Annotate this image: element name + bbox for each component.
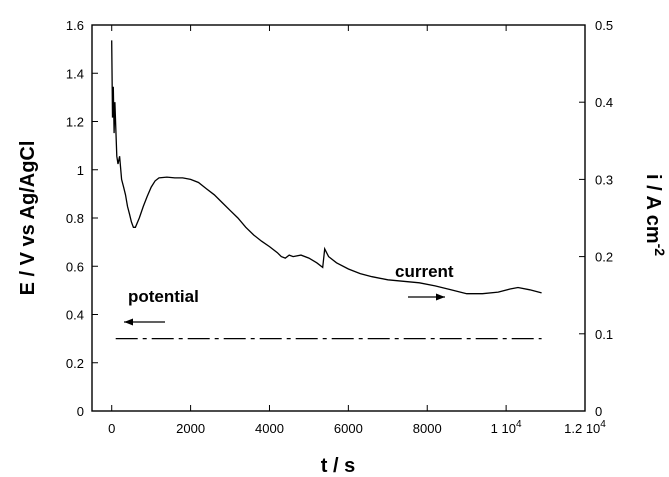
annotations: current potential — [124, 262, 454, 326]
x-tick-label: 0 — [108, 421, 115, 436]
y-left-tick-label: 0.6 — [66, 259, 84, 274]
x-tick-label-text: 1.2 10 — [564, 421, 600, 436]
ticks: 0 2000 4000 6000 8000 1 104 1.2 10400.20.40.60… — [66, 18, 613, 436]
series — [111, 40, 542, 340]
x-tick-label-text: 0 — [108, 421, 115, 436]
x-tick-label-text: 2000 — [176, 421, 205, 436]
y-left-tick-label: 1.6 — [66, 18, 84, 33]
x-tick-label-exponent: 4 — [516, 419, 522, 430]
x-tick-label-exponent: 4 — [600, 419, 606, 430]
series-line-current — [111, 40, 542, 295]
x-tick-label-text: 1 10 — [491, 421, 516, 436]
x-tick-label-text: 4000 — [255, 421, 284, 436]
x-tick-label: 8000 — [413, 421, 442, 436]
y-left-axis-title: E / V vs Ag/AgCl — [17, 141, 39, 296]
y-left-tick-label: 0.4 — [66, 308, 84, 323]
y-left-tick-label: 0 — [77, 404, 84, 419]
x-tick-label: 2000 — [176, 421, 205, 436]
y-right-title-exponent: -2 — [652, 244, 668, 257]
y-right-tick-label: 0 — [595, 404, 602, 419]
y-right-tick-label: 0.3 — [595, 172, 613, 187]
y-right-tick-label: 0.1 — [595, 327, 613, 342]
y-left-tick-label: 1.4 — [66, 66, 84, 81]
y-right-tick-label: 0.5 — [595, 18, 613, 33]
y-left-tick-label: 0.2 — [66, 356, 84, 371]
x-tick-label: 6000 — [334, 421, 363, 436]
x-tick-label-text: 8000 — [413, 421, 442, 436]
x-tick-label: 4000 — [255, 421, 284, 436]
y-right-title-text: i / A cm — [642, 174, 664, 244]
annotation-potential: potential — [128, 287, 199, 306]
annotation-current: current — [395, 262, 454, 281]
y-left-tick-label: 0.8 — [66, 211, 84, 226]
y-left-tick-label: 1.2 — [66, 115, 84, 130]
x-tick-label: 1 104 — [491, 419, 522, 436]
x-tick-label-text: 6000 — [334, 421, 363, 436]
x-tick-label: 1.2 104 — [564, 419, 606, 436]
plot-frame — [91, 24, 586, 412]
svg-text:i / A cm-2: i / A cm-2 — [642, 174, 668, 256]
y-right-tick-label: 0.2 — [595, 250, 613, 265]
annotation-arrow-head-current — [436, 293, 445, 301]
y-right-tick-label: 0.4 — [595, 95, 613, 110]
annotation-arrow-head-potential — [124, 318, 133, 326]
y-right-axis-title: i / A cm-2 — [642, 174, 668, 256]
y-left-tick-label: 1 — [77, 163, 84, 178]
x-axis-title: t / s — [321, 455, 355, 477]
